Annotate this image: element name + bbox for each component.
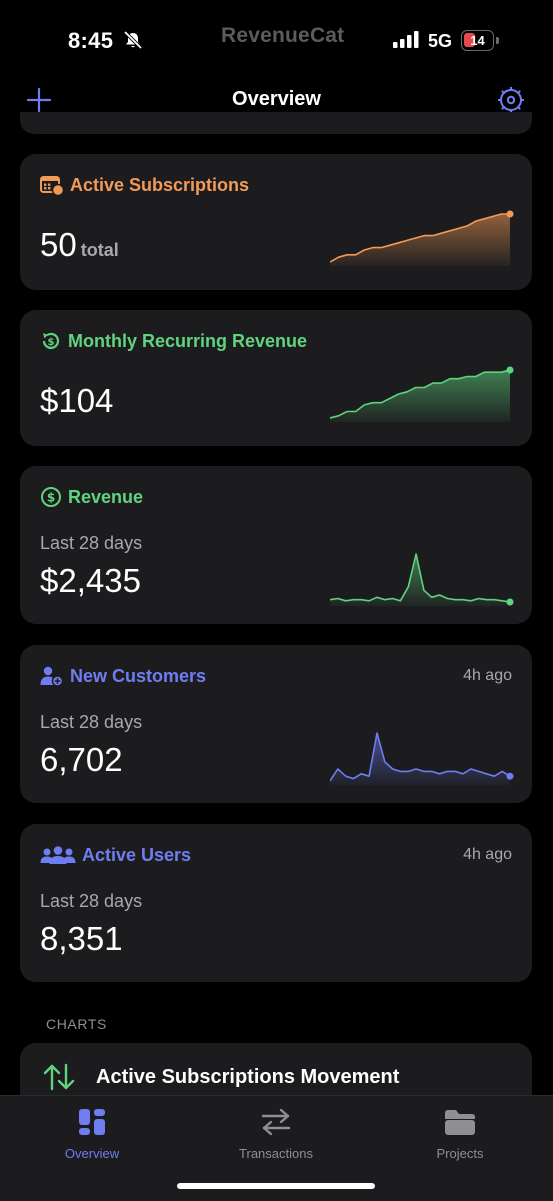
card-title: $ Revenue xyxy=(40,486,143,508)
sparkline-endpoint xyxy=(506,366,514,374)
card-title-text: Active Subscriptions xyxy=(70,174,250,195)
metric-value: $104 xyxy=(40,382,114,419)
home-indicator xyxy=(177,1183,375,1189)
metric-period: Last 28 days xyxy=(40,533,143,553)
last-updated: 4h ago xyxy=(463,846,512,863)
new-customers-sparkline xyxy=(330,732,514,785)
calendar-money-icon xyxy=(40,174,64,196)
brand-logo: RevenueCat xyxy=(221,24,345,47)
sparkline-endpoint xyxy=(506,598,514,606)
card-title-text: Monthly Recurring Revenue xyxy=(68,330,308,351)
sparkline-area xyxy=(330,554,510,606)
card-title: Active Subscriptions xyxy=(40,174,249,196)
tab-label: Overview xyxy=(64,1146,120,1161)
mrr-sparkline xyxy=(330,366,514,422)
active-users-card[interactable]: Active Users 4h ago Last 28 days 8,351 xyxy=(20,824,532,982)
bell-muted-icon xyxy=(123,30,143,54)
revenue-sparkline xyxy=(330,553,514,606)
add-icon[interactable] xyxy=(26,87,52,118)
charts-section-header: CHARTS xyxy=(46,1016,107,1032)
metric-period: Last 28 days xyxy=(40,891,143,911)
tab-overview[interactable]: Overview xyxy=(22,1104,162,1161)
recurring-dollar-icon: $ xyxy=(40,330,62,352)
battery-icon: 14 xyxy=(461,30,494,51)
metric-value: 8,351 xyxy=(40,920,123,957)
sparkline-line xyxy=(330,553,511,603)
cellular-signal-icon xyxy=(393,31,421,53)
battery-level: 14 xyxy=(470,33,485,48)
battery-cap xyxy=(496,37,499,44)
folder-icon xyxy=(390,1104,530,1140)
dollar-circle-icon: $ xyxy=(40,486,62,508)
sparkline-endpoint xyxy=(506,210,514,218)
sparkline-area xyxy=(330,214,510,266)
active-subscriptions-sparkline xyxy=(330,210,514,266)
svg-text:$: $ xyxy=(47,491,55,505)
navigation-bar: Overview xyxy=(0,78,553,122)
card-title-text: New Customers xyxy=(70,665,207,686)
tab-transactions[interactable]: Transactions xyxy=(206,1104,346,1161)
sparkline-area xyxy=(330,370,510,422)
mrr-card[interactable]: $ Monthly Recurring Revenue $104 xyxy=(20,310,532,446)
metric-value: 6,702 xyxy=(40,741,123,778)
sparkline-line xyxy=(330,369,511,419)
sparkline-line xyxy=(330,732,511,782)
arrows-up-down-icon xyxy=(42,1063,76,1096)
metric-value: $2,435 xyxy=(40,562,141,599)
tab-label: Transactions xyxy=(239,1146,313,1161)
svg-text:$: $ xyxy=(48,337,55,348)
card-title: $ Monthly Recurring Revenue xyxy=(40,330,307,352)
dashboard-icon xyxy=(22,1104,162,1140)
network-type: 5G xyxy=(428,31,453,51)
card-title-text: Active Users xyxy=(82,844,192,865)
status-bar: 8:45 RevenueCat 5G 14 xyxy=(0,0,553,80)
tab-label: Projects xyxy=(436,1146,484,1161)
partial-card[interactable] xyxy=(20,112,532,134)
users-group-icon xyxy=(40,844,76,866)
sparkline-endpoint xyxy=(506,772,514,780)
user-add-icon xyxy=(40,665,64,687)
arrows-swap-icon xyxy=(206,1104,346,1140)
last-updated: 4h ago xyxy=(463,667,512,684)
chart-item-label: Active Subscriptions Movement xyxy=(96,1066,400,1088)
metric-value: 50 total xyxy=(40,226,119,264)
revenue-card[interactable]: $ Revenue Last 28 days $2,435 xyxy=(20,466,532,624)
status-time: 8:45 xyxy=(68,28,114,53)
tab-projects[interactable]: Projects xyxy=(390,1104,530,1161)
page-title: Overview xyxy=(232,88,321,110)
card-title: New Customers xyxy=(40,665,206,687)
new-customers-card[interactable]: New Customers 4h ago Last 28 days 6,702 xyxy=(20,645,532,803)
card-title: Active Users xyxy=(40,844,191,866)
metric-number: 50 xyxy=(40,226,77,263)
card-title-text: Revenue xyxy=(68,486,144,507)
sparkline-line xyxy=(330,213,510,263)
metric-unit: total xyxy=(80,240,119,260)
metric-period: Last 28 days xyxy=(40,712,143,732)
active-subscriptions-card[interactable]: Active Subscriptions 50 total xyxy=(20,154,532,290)
